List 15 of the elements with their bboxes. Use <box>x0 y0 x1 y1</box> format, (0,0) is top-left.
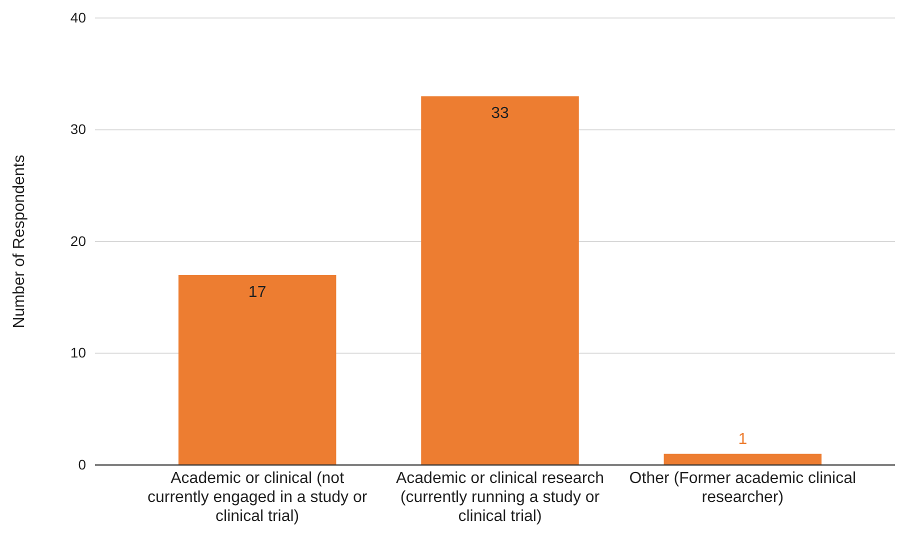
x-tick-label: Academic or clinical (not currently engaged in a study or clinical trial) <box>147 470 368 525</box>
x-tick-label: Other (Former academic clinical researcher) <box>629 470 856 506</box>
y-tick-label: 20 <box>70 232 86 249</box>
y-tick-label: 30 <box>70 121 86 138</box>
data-label: 17 <box>248 284 266 302</box>
data-label: 33 <box>491 105 509 122</box>
y-tick-label: 0 <box>78 456 86 472</box>
data-label: 1 <box>738 430 748 448</box>
y-tick-label: 10 <box>70 344 86 361</box>
bar <box>421 96 579 465</box>
bar <box>178 275 336 465</box>
x-tick-label: Academic or clinical research (currently running a study or clinical trial) <box>396 470 604 525</box>
y-tick-label: 40 <box>70 9 86 26</box>
y-axis-title: Number of Respondents <box>11 154 28 328</box>
bar <box>664 454 822 465</box>
